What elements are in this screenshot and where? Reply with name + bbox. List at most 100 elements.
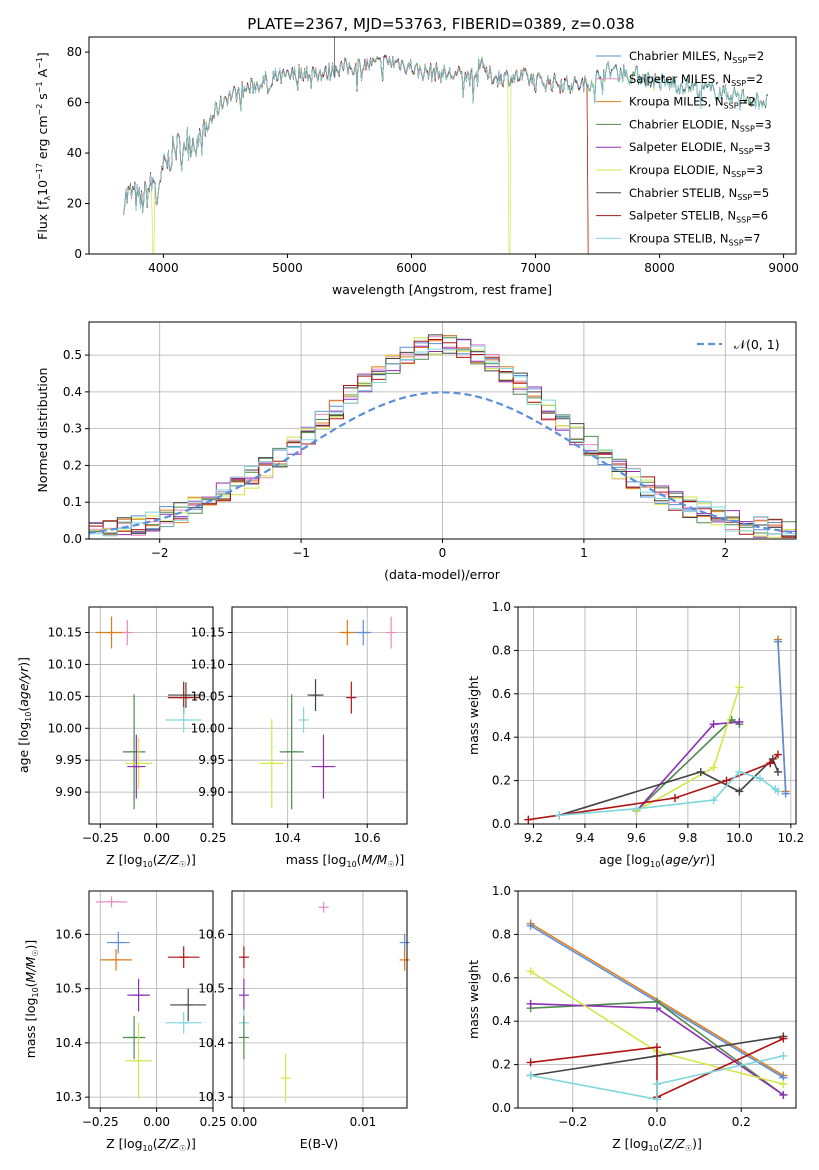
spectrum-xtick-label: 8000 [644, 261, 675, 275]
spectrum-xtick-label: 9000 [768, 261, 799, 275]
weight-vs-age-marker-salpeter_stelib [766, 759, 775, 768]
weight-vs-age-marker-salpeter_stelib [722, 776, 731, 785]
age-vs-mass-xtick-label: 10.6 [354, 831, 381, 845]
weight-vs-age-xlabel: age [log10(age/yr)] [599, 852, 715, 869]
weight-vs-age-xtick-label: 10.2 [777, 831, 804, 845]
spectrum-xtick-label: 5000 [272, 261, 303, 275]
weight-vs-z-marker-salpeter_elodie [653, 1004, 661, 1013]
weight-vs-z-ytick-label: 0.6 [492, 971, 511, 985]
weight-vs-age-marker-chabrier_stelib [696, 767, 705, 776]
mass-vs-z-xtick-label: 0.25 [200, 1115, 227, 1129]
weight-vs-z-line-salpeter_stelib [530, 1037, 784, 1099]
mass-vs-z-xtick-label: −0.25 [82, 1115, 119, 1129]
weight-vs-age-ytick-label: 0.2 [492, 774, 511, 788]
spectrum-ytick-label: 40 [67, 146, 82, 160]
weight-vs-z-marker-salpeter_stelib [653, 1043, 661, 1052]
mass-vs-z-panel: −0.25 0.00 0.25 10.3 10.4 10.5 10.6 Z [log10(Z/… [23, 890, 227, 1153]
gaussian-curve [88, 391, 797, 534]
mass-vs-ebv-ytick-label: 10.3 [198, 1090, 225, 1104]
age-vs-z-ytick-label: 10.00 [48, 721, 82, 735]
age-vs-z-frame [88, 606, 214, 825]
histogram-xtick-label: 1 [580, 546, 588, 560]
weight-vs-z-frame [517, 890, 797, 1109]
spectrum-ytick-label: 60 [67, 96, 82, 110]
weight-vs-z-ytick-label: 1.0 [492, 884, 511, 898]
weight-vs-age-marker-kroupa_stelib [755, 774, 764, 783]
weight-vs-z-xtick-label: 0.0 [647, 1115, 666, 1129]
histogram-step-kroupa_stelib [88, 345, 797, 539]
weight-vs-age-ytick-label: 0.6 [492, 687, 511, 701]
mass-vs-ebv-frame [231, 890, 408, 1109]
age-vs-z-panel: −0.25 0.00 0.25 9.90 9.95 10.00 10.05 10.10 10.1… [16, 606, 227, 869]
weight-vs-age-ytick-label: 0.4 [492, 730, 511, 744]
weight-vs-age-ytick-label: 0.8 [492, 643, 511, 657]
legend-label-chabrier_miles: Chabrier MILES, NSSP=2 [629, 49, 764, 65]
weight-vs-age-xtick-label: 9.8 [678, 831, 697, 845]
weight-vs-age-marker-kroupa_stelib [632, 804, 641, 813]
weight-vs-z-marker-salpeter_stelib [779, 1034, 788, 1043]
weight-vs-age-ytick-label: 1.0 [492, 600, 511, 614]
spectrum-xtick-label: 4000 [148, 261, 179, 275]
weight-vs-age-marker-kroupa_stelib [709, 796, 718, 805]
histogram-xtick-label: 2 [721, 546, 729, 560]
histogram-xlabel: (data-model)/error [384, 567, 501, 582]
spectrum-frame [88, 36, 797, 255]
age-vs-z-ytick-label: 10.05 [48, 689, 82, 703]
legend-label-salpeter_stelib: Salpeter STELIB, NSSP=6 [629, 209, 768, 225]
weight-vs-z-marker-kroupa_stelib [779, 1051, 788, 1060]
weight-vs-age-panel: 9.2 9.4 9.6 9.8 10.0 10.2 0.0 0.2 0.4 0.6 0.8 1.0 ma… [466, 600, 804, 869]
age-vs-z-ytick-label: 10.15 [48, 626, 82, 640]
weight-vs-age-line-chabrier_miles [777, 641, 787, 794]
weight-vs-z-marker-kroupa_elodie [526, 967, 535, 976]
weight-vs-age-marker-chabrier_stelib [735, 787, 744, 796]
weight-vs-z-xlabel: Z [log10(Z/Z☉)] [612, 1136, 702, 1153]
histogram-ytick-label: 0.1 [63, 495, 82, 509]
weight-vs-z-panel: −0.2 0.0 0.2 0.0 0.2 0.4 0.6 0.8 1.0 mass weight Z… [466, 884, 797, 1153]
histogram-ytick-label: 0.2 [63, 458, 82, 472]
age-vs-mass-panel: 10.4 10.6 9.90 9.95 10.00 10.05 10.10 10.15 mass… [191, 606, 408, 869]
weight-vs-z-xtick-label: 0.2 [732, 1115, 751, 1129]
mass-vs-ebv-ytick-label: 10.6 [198, 927, 225, 941]
histogram-ytick-label: 0.5 [63, 348, 82, 362]
weight-vs-age-marker-salpeter_stelib [524, 815, 533, 824]
histogram-frame [88, 321, 797, 540]
age-vs-mass-frame [231, 606, 408, 825]
weight-vs-z-marker-kroupa_elodie [779, 1080, 788, 1089]
age-vs-z-ytick-label: 9.95 [55, 753, 82, 767]
age-vs-z-ytick-label: 9.90 [55, 785, 82, 799]
mass-vs-z-ytick-label: 10.5 [55, 982, 82, 996]
legend-label-chabrier_stelib: Chabrier STELIB, NSSP=5 [629, 186, 769, 202]
weight-vs-age-marker-kroupa_stelib [555, 811, 564, 820]
age-vs-mass-ytick-label: 10.00 [191, 721, 225, 735]
age-vs-mass-ytick-label: 10.05 [191, 689, 225, 703]
mass-vs-z-ytick-label: 10.4 [55, 1036, 82, 1050]
age-vs-mass-ytick-label: 9.90 [198, 785, 225, 799]
weight-vs-age-xtick-label: 9.2 [524, 831, 543, 845]
figure-title: PLATE=2367, MJD=53763, FIBERID=0389, z=0… [247, 15, 634, 33]
weight-vs-age-marker-salpeter_stelib [671, 793, 680, 802]
age-vs-mass-xtick-label: 10.4 [274, 831, 301, 845]
age-vs-z-xtick-label: 0.00 [143, 831, 170, 845]
weight-vs-age-marker-chabrier_stelib [773, 767, 782, 776]
spectrum-xlabel: wavelength [Angstrom, rest frame] [332, 282, 552, 297]
weight-vs-age-marker-chabrier_miles [781, 789, 790, 798]
histogram-xtick-label: −1 [292, 546, 310, 560]
weight-vs-age-marker-kroupa_stelib [773, 787, 782, 796]
spectrum-ytick-label: 20 [67, 197, 82, 211]
age-vs-z-xtick-label: 0.25 [200, 831, 227, 845]
weight-vs-age-ytick-label: 0.0 [492, 817, 511, 831]
mass-vs-ebv-xtick-label: 0.01 [350, 1115, 377, 1129]
weight-vs-age-line-chabrier_stelib [558, 757, 779, 817]
weight-vs-z-marker-salpeter_elodie [779, 1090, 788, 1099]
spectrum-xtick-label: 6000 [396, 261, 427, 275]
weight-vs-z-marker-kroupa_stelib [653, 1080, 661, 1089]
histogram-ytick-label: 0.3 [63, 422, 82, 436]
weight-vs-z-line-kroupa_stelib [530, 1055, 784, 1101]
mass-vs-ebv-xtick-label: 0.00 [231, 1115, 258, 1129]
spectrum-ytick-label: 80 [67, 45, 82, 59]
age-vs-mass-ytick-label: 10.10 [191, 657, 225, 671]
weight-vs-age-marker-kroupa_elodie [735, 683, 744, 692]
mass-vs-ebv-xlabel: E(B-V) [300, 1136, 339, 1151]
mass-vs-z-ylabel: mass [log10(M/M☉)] [23, 940, 40, 1059]
